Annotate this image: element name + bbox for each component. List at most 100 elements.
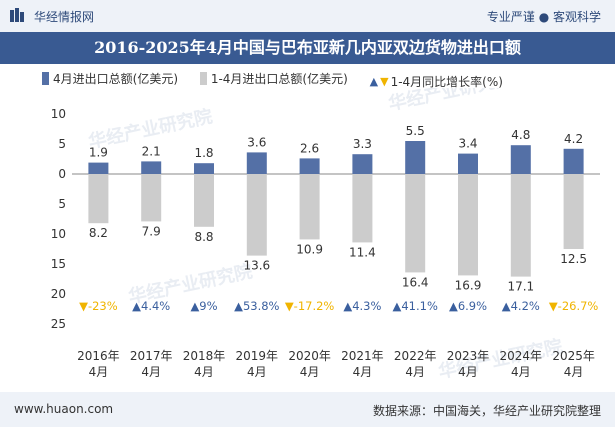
bar-cumulative <box>405 174 426 273</box>
bar-cumulative <box>194 174 214 227</box>
website: www.huaon.com <box>14 402 114 416</box>
legend-swatch-monthly <box>42 72 49 85</box>
bar-monthly <box>458 153 478 174</box>
data-label-monthly: 2.6 <box>300 141 319 155</box>
growth-down-marker: ▼-26.7% <box>549 299 599 313</box>
y-tick-label: 25 <box>51 317 66 331</box>
legend-label-growth: 1-4月同比增长率(%) <box>390 75 503 89</box>
chart-area: 华经产业研究院华经产业研究院华经产业研究院华经产业研究院105051015202… <box>51 88 600 383</box>
bar-cumulative <box>352 174 373 243</box>
x-tick-label-year: 2020年 <box>288 349 331 363</box>
data-label-monthly: 3.3 <box>353 137 372 151</box>
data-label-monthly: 1.8 <box>194 146 213 160</box>
bar-cumulative <box>458 174 478 276</box>
x-tick-label-year: 2024年 <box>500 349 543 363</box>
y-tick-label: 5 <box>58 197 66 211</box>
legend-item-monthly: 4月进出口总额(亿美元) <box>42 70 178 87</box>
bar-cumulative <box>299 174 320 240</box>
bar-monthly <box>299 158 320 174</box>
growth-up-marker: ▲4.3% <box>343 299 381 313</box>
growth-up-marker: ▲6.9% <box>449 299 487 313</box>
x-tick-label-year: 2016年 <box>77 349 120 363</box>
x-tick-label-year: 2017年 <box>130 349 173 363</box>
bar-monthly <box>563 148 584 174</box>
bar-monthly <box>352 154 373 174</box>
x-tick-label-month: 4月 <box>89 365 109 379</box>
bar-monthly <box>88 162 109 174</box>
data-label-monthly: 2.1 <box>142 144 161 158</box>
data-label-monthly: 4.2 <box>564 132 583 146</box>
data-label-cumulative: 10.9 <box>296 242 323 256</box>
legend-swatch-cumulative <box>199 72 207 85</box>
y-tick-label: 0 <box>58 167 66 181</box>
x-tick-label-year: 2019年 <box>236 349 279 363</box>
slogan: 专业严谨 ● 客观科学 <box>486 10 601 24</box>
bar-cumulative <box>510 174 531 277</box>
data-label-monthly: 3.4 <box>458 137 477 151</box>
y-tick-label: 5 <box>58 137 66 151</box>
bar-monthly <box>246 152 267 174</box>
x-tick-label-month: 4月 <box>564 365 584 379</box>
brand-logo-icon <box>10 8 24 22</box>
x-tick-label-year: 2018年 <box>183 349 226 363</box>
data-label-monthly: 3.6 <box>247 135 266 149</box>
growth-up-marker: ▲53.8% <box>234 299 279 313</box>
growth-up-marker: ▲41.1% <box>393 299 438 313</box>
x-tick-label-year: 2021年 <box>341 349 384 363</box>
legend: 4月进出口总额(亿美元) 1-4月进出口总额(亿美元) ▲ ▼ 1-4月同比增长… <box>42 70 521 90</box>
x-tick-label-month: 4月 <box>141 365 161 379</box>
bar-cumulative <box>141 174 162 222</box>
top-bar: 华经情报网 专业严谨 ● 客观科学 <box>0 0 615 32</box>
y-tick-label: 20 <box>51 287 66 301</box>
data-label-cumulative: 7.9 <box>142 224 161 238</box>
y-tick-label: 10 <box>51 107 66 121</box>
y-tick-label: 10 <box>51 227 66 241</box>
x-tick-label-month: 4月 <box>353 365 373 379</box>
data-label-cumulative: 8.8 <box>194 230 213 244</box>
x-tick-label-month: 4月 <box>511 365 531 379</box>
bar-monthly <box>405 141 426 174</box>
bar-monthly <box>141 161 162 174</box>
data-label-cumulative: 12.5 <box>560 252 587 266</box>
legend-item-cumulative: 1-4月进出口总额(亿美元) <box>199 70 348 87</box>
brand-name: 华经情报网 <box>34 10 95 24</box>
legend-label-monthly: 4月进出口总额(亿美元) <box>53 72 178 86</box>
footer-bar <box>0 392 615 427</box>
data-label-cumulative: 16.9 <box>455 278 482 292</box>
data-label-cumulative: 17.1 <box>507 280 534 294</box>
x-tick-label-month: 4月 <box>247 365 267 379</box>
growth-up-marker: ▲9% <box>190 299 217 313</box>
bar-monthly <box>510 145 531 174</box>
growth-down-marker: ▼-23% <box>79 299 118 313</box>
bar-cumulative <box>88 174 109 224</box>
y-tick-label: 15 <box>51 257 66 271</box>
growth-up-marker: ▲4.2% <box>502 299 540 313</box>
growth-down-marker: ▼-17.2% <box>285 299 335 313</box>
bar-cumulative <box>563 174 584 249</box>
legend-item-growth: ▲ ▼ 1-4月同比增长率(%) <box>370 73 503 90</box>
bar-cumulative <box>246 174 267 256</box>
x-tick-label-year: 2022年 <box>394 349 437 363</box>
legend-label-cumulative: 1-4月进出口总额(亿美元) <box>210 72 348 86</box>
data-label-monthly: 5.5 <box>406 124 425 138</box>
data-label-cumulative: 11.4 <box>349 245 376 259</box>
data-label-monthly: 4.8 <box>511 128 530 142</box>
data-label-cumulative: 8.2 <box>89 226 108 240</box>
x-tick-label-month: 4月 <box>194 365 214 379</box>
legend-up-triangle-icon: ▲ <box>369 75 379 88</box>
x-tick-label-year: 2023年 <box>447 349 490 363</box>
x-tick-label-month: 4月 <box>300 365 320 379</box>
watermark-1: 华经产业研究院 <box>386 88 514 115</box>
x-tick-label-month: 4月 <box>405 365 425 379</box>
title-bar <box>0 32 615 64</box>
legend-down-triangle-icon: ▼ <box>380 75 389 88</box>
data-source: 数据来源：中国海关，华经产业研究院整理 <box>372 404 601 418</box>
x-tick-label-year: 2025年 <box>552 349 595 363</box>
data-label-monthly: 1.9 <box>89 146 108 160</box>
bar-monthly <box>194 163 214 174</box>
x-tick-label-month: 4月 <box>458 365 478 379</box>
data-label-cumulative: 13.6 <box>243 259 270 273</box>
chart-title: 2016-2025年4月中国与巴布亚新几内亚双边货物进出口额 <box>94 38 521 57</box>
growth-up-marker: ▲4.4% <box>132 299 170 313</box>
